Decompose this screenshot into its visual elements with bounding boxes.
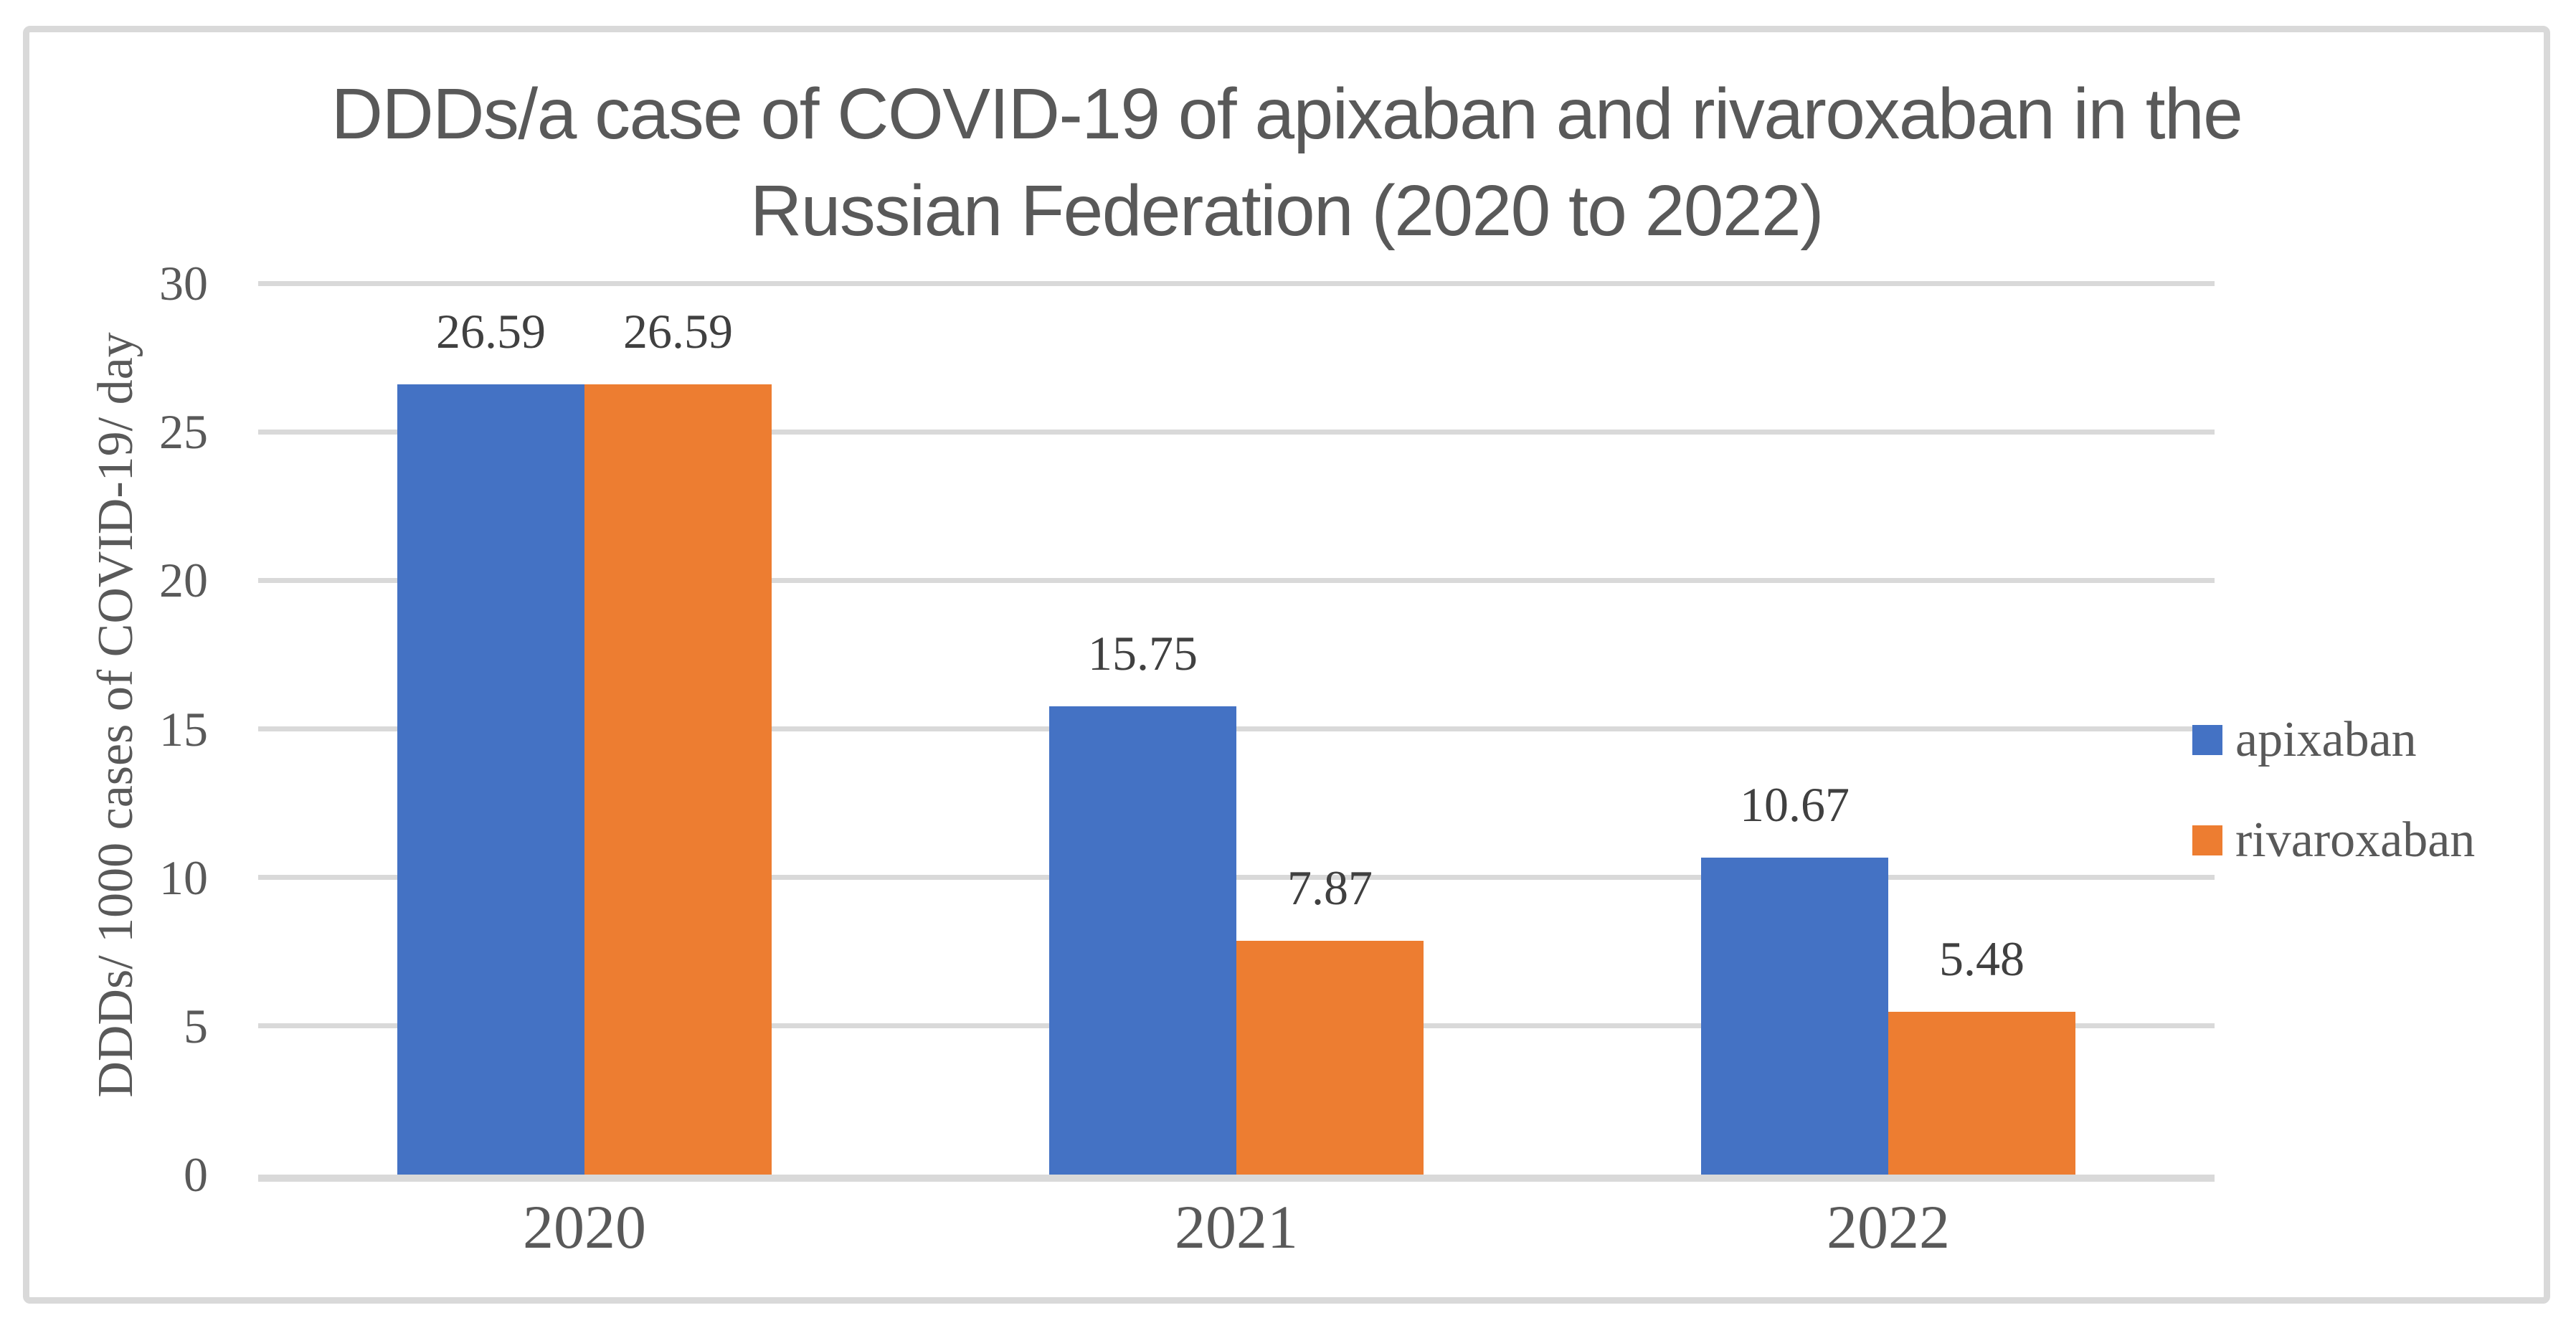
chart-title-line2: Russian Federation (2020 to 2022) — [750, 171, 1824, 251]
legend-label-apixaban: apixaban — [2235, 712, 2417, 767]
y-tick-label-0: 0 — [184, 1147, 208, 1202]
data-label-rivaroxaban-2021: 7.87 — [1287, 860, 1373, 915]
legend-swatch-rivaroxaban — [2192, 825, 2222, 855]
gridline-y15 — [258, 726, 2215, 731]
data-label-apixaban-2021: 15.75 — [1088, 626, 1198, 681]
data-label-rivaroxaban-2022: 5.48 — [1939, 931, 2025, 986]
legend-item-apixaban: apixaban — [2192, 715, 2417, 765]
legend-swatch-apixaban — [2192, 725, 2222, 755]
gridline-y10 — [258, 875, 2215, 880]
data-label-rivaroxaban-2020: 26.59 — [623, 304, 733, 359]
bar-rivaroxaban-2021 — [1236, 941, 1424, 1175]
gridline-y0 — [258, 1175, 2215, 1182]
y-tick-label-20: 20 — [159, 553, 208, 607]
bar-rivaroxaban-2022 — [1888, 1012, 2075, 1175]
y-tick-label-25: 25 — [159, 404, 208, 459]
bar-rivaroxaban-2020 — [584, 384, 772, 1175]
gridline-y25 — [258, 430, 2215, 435]
bar-apixaban-2021 — [1049, 706, 1236, 1175]
y-tick-label-10: 10 — [159, 850, 208, 905]
x-axis-label-2022: 2022 — [1827, 1192, 1950, 1261]
y-tick-label-15: 15 — [159, 702, 208, 757]
y-tick-label-30: 30 — [159, 256, 208, 310]
gridline-y20 — [258, 578, 2215, 583]
legend-label-rivaroxaban: rivaroxaban — [2235, 812, 2476, 868]
y-tick-label-5: 5 — [184, 999, 208, 1053]
chart-title: DDDs/a case of COVID-19 of apixaban and … — [23, 66, 2550, 260]
data-label-apixaban-2022: 10.67 — [1740, 777, 1850, 832]
x-axis-label-2020: 2020 — [523, 1192, 646, 1261]
data-label-apixaban-2020: 26.59 — [436, 304, 546, 359]
x-axis-label-2021: 2021 — [1175, 1192, 1298, 1261]
bar-apixaban-2020 — [397, 384, 584, 1175]
gridline-y30 — [258, 281, 2215, 286]
chart-title-line1: DDDs/a case of COVID-19 of apixaban and … — [331, 74, 2243, 154]
legend-item-rivaroxaban: rivaroxaban — [2192, 815, 2475, 866]
bar-apixaban-2022 — [1701, 858, 1888, 1175]
